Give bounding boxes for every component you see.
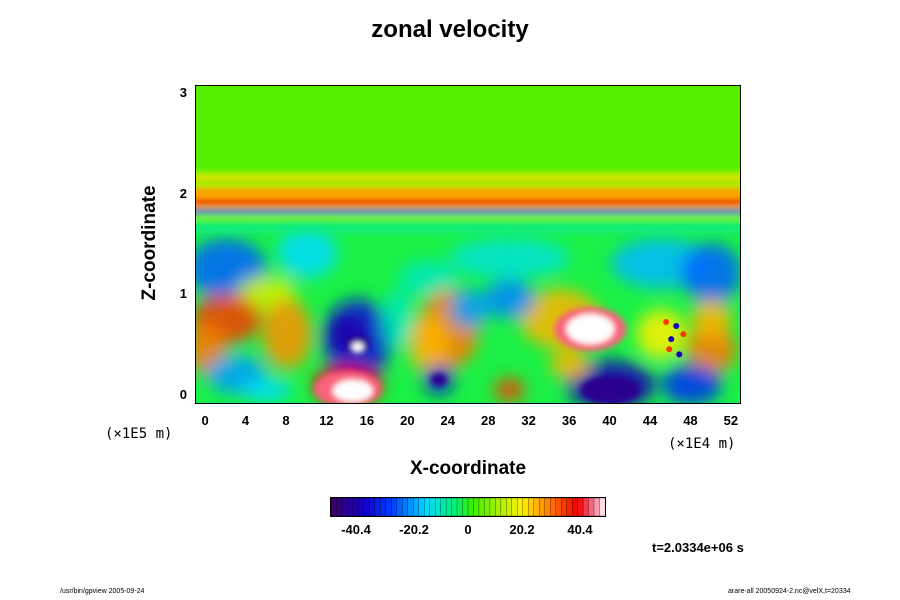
- footer-right: arare-all 20050924-2.nc@velX,t=20334: [728, 588, 851, 595]
- x-tick-label: 12: [319, 413, 334, 428]
- x-tick-label: 28: [480, 413, 496, 428]
- x-tick-label: 0: [201, 413, 209, 428]
- time-label: t=2.0334e+06 s: [652, 540, 744, 555]
- y-tick-0: 0: [179, 387, 187, 402]
- colorbar-tick: 20.2: [509, 522, 535, 537]
- chart-title: zonal velocity: [371, 16, 529, 43]
- velocity-field: [196, 86, 740, 403]
- colorbar: [330, 497, 606, 517]
- plot-area: [195, 85, 741, 404]
- x-tick-label: 16: [359, 413, 375, 428]
- footer-left: /usr/bin/gpview 2005-09-24: [60, 588, 145, 595]
- x-tick-label: 44: [642, 413, 658, 428]
- y-scale-note: (×1E5 m): [105, 426, 173, 442]
- y-tick-1: 1: [179, 286, 187, 301]
- x-tick-label: 24: [440, 413, 455, 428]
- y-tick-3: 3: [179, 85, 187, 100]
- colorbar-tick: -40.4: [341, 522, 371, 537]
- y-axis-label: Z-coordinate: [139, 185, 160, 301]
- x-tick-label: 20: [400, 413, 415, 428]
- x-scale-note: (×1E4 m): [668, 436, 736, 452]
- x-tick-label: 48: [683, 413, 698, 428]
- colorbar-tick: 0: [464, 522, 472, 537]
- x-tick-label: 32: [521, 413, 536, 428]
- x-tick-label: 40: [602, 413, 617, 428]
- y-tick-2: 2: [179, 186, 187, 201]
- colorbar-tick: -20.2: [399, 522, 429, 537]
- x-axis-label: X-coordinate: [409, 458, 527, 479]
- x-tick-label: 36: [561, 413, 577, 428]
- x-tick-label: 8: [282, 413, 290, 428]
- colorbar-tick: 40.4: [567, 522, 593, 537]
- x-tick-label: 4: [241, 413, 250, 428]
- x-tick-label: 52: [723, 413, 739, 428]
